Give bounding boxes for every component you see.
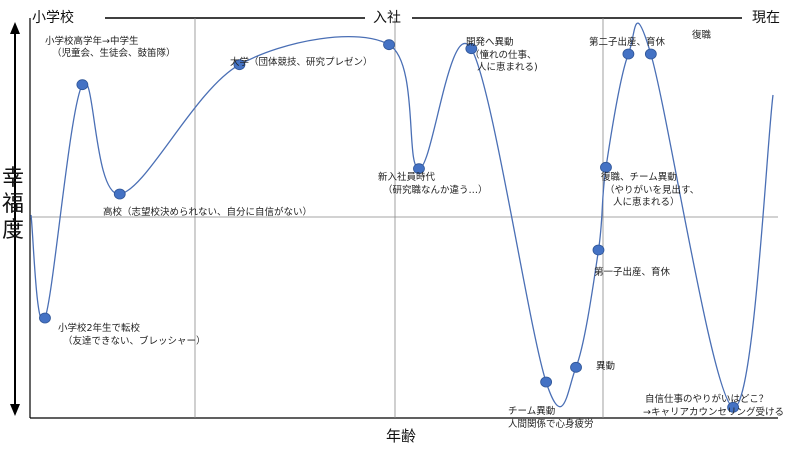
data-point-marker-14 [727,401,740,413]
annotation-return: 復職 [692,29,712,41]
annotation-line: チーム異動 [508,406,555,417]
annotation-line: →キャリアカウンセリング受ける [643,406,784,418]
annotation-line: （研究職なんか違う…） [383,184,488,196]
data-point-marker-12 [622,48,635,60]
annotation-transfer: 小学校2年生で転校 （友達できない、ブレッシャー） [58,322,206,347]
y-axis-label-char-3: 度 [2,218,24,243]
data-point-marker-3 [113,188,126,200]
annotation-line: 新入社員時代 [378,171,436,183]
annotation-line: （憧れの仕事、 [470,49,537,61]
data-markers [39,39,740,413]
y-axis-double-arrow-icon [10,22,20,416]
data-point-marker-6 [413,163,425,175]
annotation-line: 小学校2年生で転校 [58,322,141,334]
annotation-line: （やりがいを見出す、 [605,184,699,196]
annotation-upper-elementary: 小学校高学年→中学生 （児童会、生徒会、鼓笛隊） [45,35,176,59]
annotation-line: 人に恵まれる) [477,61,538,73]
annotation-line: 復職、チーム異動 [601,171,677,183]
annotation-line: 異動 [596,361,615,372]
data-point-marker-11 [600,161,612,173]
top-label-now: 現在 [752,10,780,26]
data-point-marker-4 [233,59,246,71]
annotation-line: （児童会、生徒会、鼓笛隊） [52,47,176,59]
annotation-line: 第二子出産、育休 [589,36,666,48]
annotation-high-school: 高校（志望校決められない、自分に自信がない） [103,206,312,218]
annotation-line: 大学（団体競技、研究プレゼン） [230,56,373,68]
x-axis-label: 年齢 [386,427,416,445]
data-point-marker-2 [76,79,89,91]
annotation-line: 第一子出産、育休 [594,266,671,278]
annotation-line: 人に恵まれる） [613,196,680,208]
top-label-joining: 入社 [373,10,401,26]
data-point-marker-7 [465,43,478,55]
annotation-new-employee: 新入社員時代 （研究職なんか違う…） [378,171,488,196]
annotation-line: 人間関係で心身疲労 [508,418,594,430]
annotation-line: 開発へ異動 [466,36,514,48]
annotation-line: 復職 [692,29,712,41]
top-label-elementary: 小学校 [32,9,74,26]
data-point-marker-8 [540,376,553,388]
annotation-development: 開発へ異動 （憧れの仕事、 人に恵まれる) [466,36,538,73]
annotation-line: （友達できない、ブレッシャー） [63,335,206,347]
annotation-line: 自信仕事のやりがいはどこ？ [645,393,768,405]
annotation-first-child: 第一子出産、育休 [594,266,671,278]
annotation-line: 小学校高学年→中学生 [45,35,139,47]
annotation-team-change: 復職、チーム異動 （やりがいを見出す、 人に恵まれる） [601,171,699,208]
data-point-marker-10 [592,244,605,256]
data-point-marker-13 [644,48,657,60]
annotation-transfer-2: 異動 [596,361,615,372]
annotation-second-child: 第二子出産、育休 [589,36,666,48]
y-axis-label-char-2: 福 [2,192,24,217]
data-point-marker-9 [570,361,582,373]
annotation-university: 大学（団体競技、研究プレゼン） [230,56,373,68]
annotation-team-burnout: チーム異動 人間関係で心身疲労 [508,406,594,430]
data-point-marker-1 [39,312,51,324]
annotation-line: 高校（志望校決められない、自分に自信がない） [103,206,312,218]
happiness-curve [30,22,774,408]
data-point-marker-5 [383,39,395,51]
annotation-career-counseling: 自信仕事のやりがいはどこ？ →キャリアカウンセリング受ける [643,393,784,418]
y-axis-label-char-1: 幸 [2,166,24,191]
